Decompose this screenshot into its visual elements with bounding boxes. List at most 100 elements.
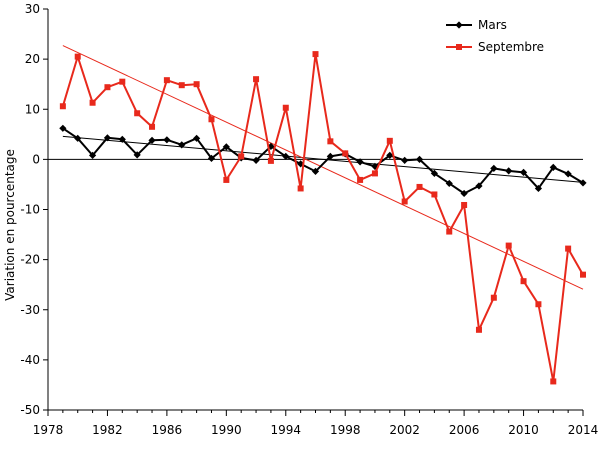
data-point-septembre [386,137,393,144]
legend-label-septembre: Septembre [478,40,544,54]
y-tick-label: -30 [20,303,40,317]
data-point-septembre [238,153,245,160]
data-point-mars [148,136,156,144]
x-tick-label: 1998 [330,423,361,437]
data-point-septembre [431,191,438,198]
x-tick-label: 1994 [271,423,302,437]
data-point-mars [430,169,438,178]
y-tick-label: 10 [25,102,40,116]
data-point-mars [475,182,483,190]
data-point-mars [534,184,543,193]
data-point-septembre [89,99,96,106]
data-point-septembre [416,183,423,190]
data-series [59,51,587,385]
x-tick-label: 1978 [33,423,64,437]
data-point-septembre [565,245,572,252]
data-point-mars [415,155,424,163]
legend: Mars Septembre [446,18,544,54]
x-tick-label: 2014 [568,423,599,437]
data-point-septembre [267,157,274,164]
data-point-septembre [520,278,527,285]
data-point-mars [297,160,305,168]
data-point-septembre [342,150,349,157]
legend-label-mars: Mars [478,18,507,32]
data-point-septembre [535,301,542,308]
data-point-mars [460,189,468,198]
data-point-mars [178,141,186,149]
trend-lines [62,45,584,290]
axes: -50 -40 -30 -20 -10 0 10 20 30 1978 1982 1986 1990 19… [20,2,598,437]
data-point-septembre [178,82,185,89]
data-point-mars [401,156,409,164]
data-point-mars [490,164,498,172]
data-point-mars [59,124,67,132]
y-tick-label: 30 [25,2,40,16]
data-point-septembre [149,123,156,130]
data-point-mars [252,156,260,164]
data-point-septembre [490,294,497,301]
data-point-mars [386,151,394,159]
trend-line-septembre [62,45,584,290]
data-point-septembre [505,242,512,249]
data-point-mars [207,154,216,162]
data-point-septembre [580,271,586,278]
data-point-septembre [163,77,170,84]
y-tick-label: 20 [25,52,40,66]
legend-marker-mars [455,21,463,29]
data-point-septembre [193,81,200,88]
x-tick-label: 1982 [92,423,123,437]
series-line-septembre [61,53,584,383]
x-tick-label: 2002 [389,423,420,437]
data-point-septembre [119,78,126,85]
data-point-septembre [446,228,453,235]
data-point-mars [519,168,528,177]
x-tick-label: 1990 [211,423,242,437]
data-point-mars [222,143,230,151]
data-point-septembre [282,104,289,111]
data-point-septembre [223,176,230,183]
data-point-mars [505,167,513,175]
data-point-septembre [59,103,66,110]
data-point-septembre [253,76,260,83]
data-point-septembre [312,51,319,58]
data-point-mars [118,135,126,143]
series-line-mars [62,127,584,195]
data-point-mars [311,167,320,176]
data-point-mars [133,151,141,159]
data-point-septembre [461,201,468,208]
data-point-septembre [357,176,364,183]
data-point-mars [549,163,557,171]
data-point-septembre [475,326,482,333]
y-tick-label: -20 [20,253,40,267]
x-tick-label: 2010 [508,423,539,437]
data-point-mars [193,134,201,142]
x-tick-label: 2006 [449,423,480,437]
x-tick-label: 1986 [152,423,183,437]
data-point-septembre [104,84,111,91]
data-point-septembre [371,170,378,177]
data-point-mars [579,179,587,187]
data-point-mars [326,152,334,160]
y-tick-label: -50 [20,403,40,417]
legend-marker-septembre [456,44,462,50]
y-tick-label: -10 [20,203,40,217]
data-point-mars [356,158,364,166]
data-point-septembre [297,185,304,192]
data-point-mars [163,136,171,144]
data-point-mars [282,152,290,160]
data-point-septembre [401,198,408,205]
data-point-septembre [134,110,141,117]
y-axis-label: Variation en pourcentage [3,149,17,301]
data-point-mars [74,134,82,142]
data-point-mars [103,134,112,142]
data-point-septembre [74,53,81,60]
data-point-mars [445,179,453,188]
data-point-mars [88,151,97,159]
data-point-septembre [550,378,557,385]
data-point-septembre [327,138,334,145]
y-tick-label: 0 [32,152,40,166]
data-point-septembre [208,116,215,123]
y-tick-label: -40 [20,353,40,367]
